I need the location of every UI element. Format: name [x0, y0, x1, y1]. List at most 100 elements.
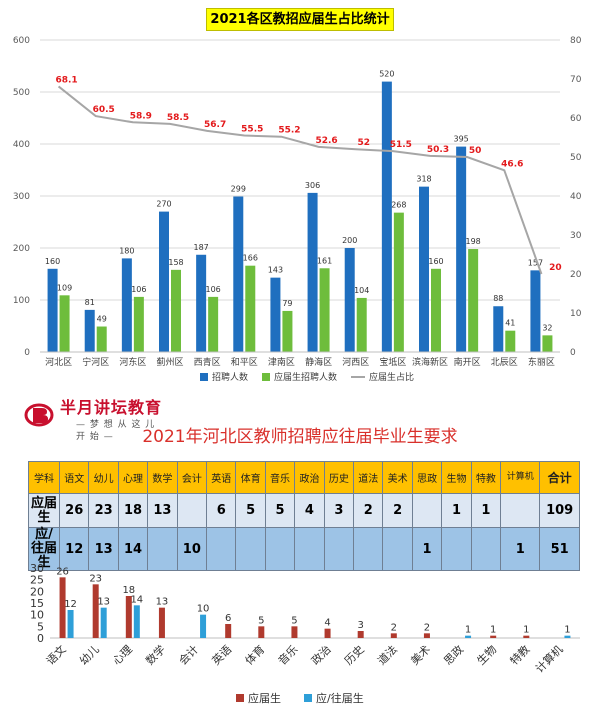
table-header-cell: 美术: [382, 461, 413, 494]
legend-label: 招聘人数: [212, 371, 248, 383]
y-tick-label: 30: [30, 562, 44, 575]
table-header-cell: 会计: [176, 461, 208, 494]
bar-graduate: [431, 268, 441, 352]
x-tick-label: 静海区: [305, 356, 332, 368]
table-cell: 4: [294, 493, 325, 528]
table-cell: 12: [58, 527, 90, 571]
data-label-fresh-grad: 1: [490, 625, 496, 636]
data-label-recruit: 157: [528, 258, 543, 267]
table-cell: 14: [117, 527, 149, 571]
bar-recruit: [307, 192, 318, 352]
y2-tick-label: 50: [570, 153, 582, 163]
table-corner-cell: 学科: [28, 461, 60, 494]
ratio-data-label: 58.5: [167, 113, 189, 123]
x-tick-label: 河西区: [342, 356, 369, 368]
table-cell: [264, 527, 296, 571]
y-tick-label: 25: [30, 574, 44, 587]
data-label-fresh-grad: 2: [391, 622, 397, 633]
table-cell: 1: [470, 493, 502, 528]
y2-tick-label: 0: [570, 348, 576, 358]
y-tick-label: 15: [30, 597, 44, 610]
table-total-cell: 51: [539, 527, 580, 571]
x-tick-label: 宁河区: [82, 356, 109, 368]
bar-graduate: [96, 326, 107, 352]
bar-recruit: [344, 248, 355, 352]
x-tick-label: 计算机: [532, 642, 565, 675]
bar-recruit: [419, 186, 429, 352]
legend-label: 应届生占比: [369, 371, 414, 383]
data-label-graduate: 49: [97, 315, 107, 324]
bar-recruit: [159, 211, 169, 352]
bar-fresh-or-past: [465, 635, 472, 638]
bar-fresh-grad: [423, 633, 430, 638]
data-label-graduate: 104: [354, 286, 369, 295]
data-label-fresh-grad: 6: [225, 613, 231, 624]
table-cell: 1: [411, 527, 443, 571]
brand-logo: 半月讲坛教育 — 梦 想 从 这 儿 开 始 —: [18, 398, 168, 442]
table-cell: 18: [117, 493, 149, 528]
table-cell: 2: [353, 493, 384, 528]
table-cell: [147, 527, 178, 571]
x-tick-label: 数学: [143, 642, 168, 667]
table-header-cell: 语文: [58, 461, 90, 494]
data-label-fresh-grad: 1: [523, 625, 529, 636]
x-tick-label: 美术: [408, 643, 433, 668]
y-tick-label: 20: [30, 585, 44, 598]
data-label-fresh-grad: 3: [358, 620, 364, 631]
data-label-fresh-or-past: 1: [564, 625, 570, 636]
data-label-recruit: 187: [194, 243, 209, 252]
table-cell: [470, 527, 502, 571]
bar-fresh-grad: [357, 631, 364, 638]
bar-graduate: [59, 295, 70, 352]
data-label-graduate: 106: [206, 285, 221, 294]
logo-slogan: — 梦 想 从 这 儿 开 始 —: [76, 420, 156, 442]
table-header-cell: 政治: [294, 461, 325, 494]
table-cell: 26: [58, 493, 90, 528]
table-header-cell: 计算机: [500, 461, 541, 494]
x-tick-label: 英语: [209, 642, 234, 667]
data-label-recruit: 270: [156, 200, 171, 209]
x-tick-label: 北辰区: [491, 357, 518, 368]
table-cell: 1: [441, 493, 472, 528]
data-label-graduate: 41: [505, 319, 515, 328]
x-tick-label: 西青区: [194, 356, 221, 368]
table-cell: [294, 527, 325, 571]
chart1-plot: 0 100 200 300 400 500 600 0 10 20 30 40 50 60 70 80 160 1…: [13, 36, 582, 383]
bar-graduate: [542, 335, 553, 352]
legend-label: 应届生招聘人数: [274, 371, 337, 383]
bar-fresh-grad: [59, 577, 66, 638]
data-label-recruit: 143: [268, 266, 283, 275]
bar-recruit: [270, 277, 281, 352]
bar-fresh-grad: [523, 635, 530, 638]
table-cell: 13: [88, 527, 119, 571]
data-label-graduate: 161: [317, 256, 332, 265]
data-label-graduate: 166: [243, 254, 258, 263]
data-label-fresh-or-past: 13: [97, 597, 110, 608]
bar-graduate: [133, 296, 144, 352]
y2-tick-label: 80: [570, 36, 582, 46]
legend-swatch: [236, 694, 244, 702]
y-tick-label: 300: [13, 192, 30, 202]
table-row-label: 应届生: [28, 493, 60, 528]
table-total-cell: 109: [539, 493, 580, 528]
data-label-graduate: 158: [168, 258, 183, 267]
bar-fresh-grad: [291, 626, 298, 638]
table-cell: 1: [500, 527, 541, 571]
table-header-cell: 合计: [539, 461, 580, 494]
x-tick-label: 音乐: [275, 642, 300, 667]
table-cell: [176, 493, 208, 528]
requirements-table: 学科 语文 幼儿 心理 数学 会计 英语 体育 音乐 政治 历史 道法 美术 思政 生物 特教 计算机 合计 应届…: [28, 461, 580, 571]
bar-fresh-or-past: [564, 635, 571, 638]
bar-fresh-grad: [158, 607, 165, 638]
ratio-data-label: 55.2: [278, 126, 300, 136]
data-label-recruit: 180: [119, 246, 134, 255]
table-cell: [323, 527, 355, 571]
ratio-data-label: 20: [549, 263, 562, 273]
y-tick-label: 0: [24, 348, 30, 358]
data-label-graduate: 106: [131, 285, 146, 294]
table-cell: 6: [206, 493, 237, 528]
bar-recruit: [121, 258, 132, 352]
table-row: 应/往届生 12 13 14 10 1 1 51: [28, 527, 580, 571]
ratio-data-label: 50.3: [427, 145, 449, 155]
